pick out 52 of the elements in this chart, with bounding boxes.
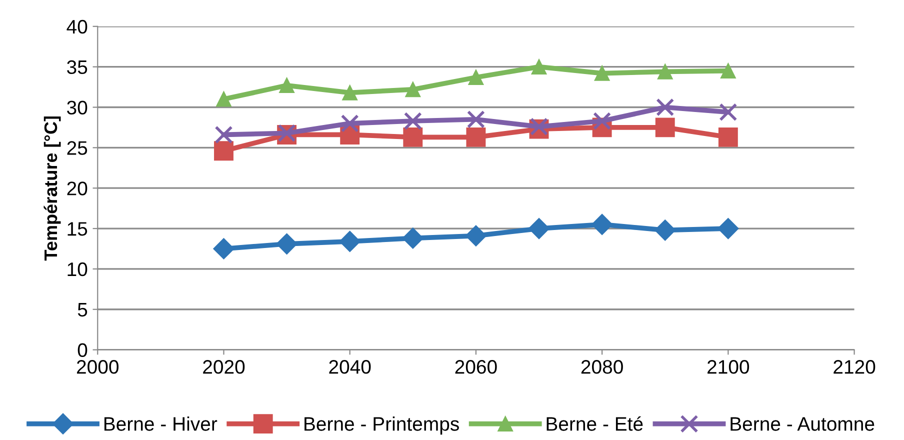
y-tick-label: 10 [68,262,88,276]
point [279,78,294,94]
x-tick-label: 2020 [203,360,245,374]
y-tick-label: 40 [66,20,88,34]
point [466,110,485,128]
x-tick-label: 2120 [834,360,876,374]
point [466,127,486,147]
y-tick-label: 15 [68,222,88,236]
point [465,225,486,246]
point [404,112,422,130]
legend-label: Berne - Automne [730,417,874,431]
point [656,98,674,116]
point [403,127,423,147]
point [216,92,232,107]
point [657,64,673,80]
point [530,118,548,136]
y-tick-label: 0 [78,343,88,358]
point [719,103,738,122]
point [594,66,610,81]
x-tick-label: 2000 [76,360,118,374]
point [718,218,739,240]
legend-label: Berne - Hiver [104,416,218,431]
point [339,230,360,252]
point [468,70,484,85]
point [342,85,358,100]
point [593,112,612,130]
x-tick-label: 2060 [455,360,497,374]
y-axis-title: Température [°C] [44,116,61,261]
y-tick-label: 5 [78,303,88,317]
point [592,214,613,235]
point [655,118,675,138]
y-tick-label: 25 [67,141,88,155]
point [720,63,736,79]
x-tick-label: 2080 [581,360,623,374]
point [214,141,234,161]
y-tick-label: 30 [67,100,88,114]
x-tick-label: 2100 [708,360,750,374]
point [405,82,421,98]
legend-label: Berne - Printemps [304,416,459,435]
point [531,59,547,74]
y-tick-label: 35 [67,60,88,74]
y-tick-label: 20 [67,182,88,196]
point [276,233,298,254]
point [340,114,359,132]
point [654,220,676,241]
point [402,228,424,249]
point [213,238,234,260]
legend-label: Berne - Eté [546,416,643,431]
x-tick-label: 2040 [329,360,371,374]
point [528,218,550,240]
point [214,126,233,144]
point [718,127,738,147]
